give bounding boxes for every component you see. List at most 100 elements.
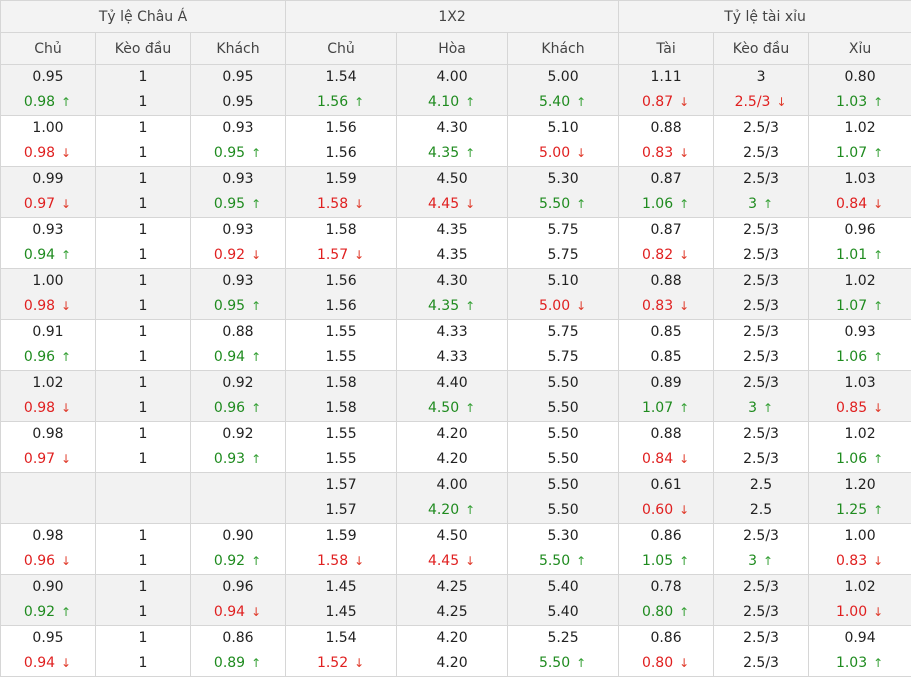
current-odds: 1.55 <box>286 447 396 472</box>
current-odds-value: 0.80 <box>641 655 674 671</box>
odds-cell-1x2-home: 1.58 1.57 ↓ <box>285 217 398 269</box>
opening-odds: 5.10 <box>547 120 579 136</box>
opening-odds: 5.50 <box>547 375 579 391</box>
table-row: 0.98 0.96 ↓ 1 1 0.90 0.92 ↑ 1.59 1.58 ↓ 4.50 4.45 ↓ 5.… <box>0 523 911 575</box>
odds-cell-draw: 4.00 4.20 ↑ <box>396 472 509 524</box>
current-odds: 5.75 <box>508 243 618 268</box>
opening-odds: 4.50 <box>436 528 468 544</box>
opening-odds: 1.54 <box>325 69 357 85</box>
arrow-up-icon: ↑ <box>679 401 690 415</box>
current-odds-value: 0.87 <box>641 94 674 110</box>
opening-odds: 1.00 <box>32 120 64 136</box>
odds-cell-1x2-away: 5.25 5.50 ↑ <box>507 625 620 677</box>
current-odds: 1 <box>96 294 190 319</box>
arrow-down-icon: ↓ <box>576 146 587 160</box>
table-row: 0.90 0.92 ↑ 1 1 0.96 0.94 ↓ 1.45 1.45 4.25 4.25 5.40… <box>0 574 911 626</box>
opening-odds <box>191 473 285 498</box>
opening-odds: 0.86 <box>222 630 254 646</box>
current-odds-value: 1 <box>138 553 148 569</box>
current-odds: 3 ↑ <box>714 192 808 217</box>
opening-odds: 1.58 <box>325 222 357 238</box>
arrow-up-icon: ↑ <box>576 95 587 109</box>
opening-odds: 1 <box>138 528 148 544</box>
arrow-up-icon: ↑ <box>873 146 884 160</box>
current-odds-value: 0.60 <box>641 502 674 518</box>
odds-cell-ou-line: 2.5/3 2.5/3 <box>713 574 810 626</box>
current-odds-value: 1.58 <box>316 553 349 569</box>
odds-cell-1x2-home: 1.45 1.45 <box>285 574 398 626</box>
table-row: 0.95 0.94 ↓ 1 1 0.86 0.89 ↑ 1.54 1.52 ↓ 4.20 4.20 5.2… <box>0 625 911 677</box>
opening-odds: 4.25 <box>436 579 468 595</box>
odds-cell-1x2-away: 5.50 5.50 <box>507 472 620 524</box>
opening-odds: 0.96 <box>844 222 876 238</box>
arrow-up-icon: ↑ <box>873 350 884 364</box>
odds-cell-ou-line: 3 2.5/3 ↓ <box>713 64 810 116</box>
opening-odds: 0.91 <box>32 324 64 340</box>
opening-odds: 1 <box>138 222 148 238</box>
opening-odds: 0.88 <box>650 120 682 136</box>
current-odds-value: 0.98 <box>23 400 56 416</box>
arrow-down-icon: ↓ <box>61 452 72 466</box>
opening-odds: 0.88 <box>650 273 682 289</box>
opening-odds: 2.5/3 <box>743 375 779 391</box>
odds-cell-draw: 4.40 4.50 ↑ <box>396 370 509 422</box>
current-odds-value: 4.35 <box>436 247 468 263</box>
arrow-up-icon: ↑ <box>873 299 884 313</box>
current-odds-value: 0.85 <box>650 349 682 365</box>
opening-odds: 2.5/3 <box>743 324 779 340</box>
col-header-1x2-home: Chủ <box>285 32 398 65</box>
odds-cell-ou-line: 2.5/3 2.5/3 <box>713 319 810 371</box>
odds-cell-home: 0.98 0.96 ↓ <box>0 523 96 575</box>
current-odds: 1 <box>96 90 190 115</box>
opening-odds: 0.78 <box>650 579 682 595</box>
current-odds-value: 4.25 <box>436 604 468 620</box>
opening-odds: 0.93 <box>222 171 254 187</box>
current-odds-value: 4.33 <box>436 349 468 365</box>
current-odds-value: 1 <box>138 400 148 416</box>
arrow-up-icon: ↑ <box>61 95 72 109</box>
arrow-up-icon: ↑ <box>61 248 72 262</box>
arrow-down-icon: ↓ <box>61 299 72 313</box>
opening-odds: 1.02 <box>844 579 876 595</box>
opening-odds: 2.5 <box>749 477 773 493</box>
current-odds: 0.85 <box>619 345 713 370</box>
current-odds: 4.10 ↑ <box>397 90 507 115</box>
table-row: 0.95 0.98 ↑ 1 1 0.95 0.95 1.54 1.56 ↑ 4.00 4.10 ↑ 5.0… <box>0 64 911 116</box>
current-odds-value: 5.50 <box>538 553 571 569</box>
current-odds-value: 1 <box>138 655 148 671</box>
col-header-home: Chủ <box>0 32 96 65</box>
odds-cell-away: 0.93 0.95 ↑ <box>189 268 287 320</box>
odds-cell-under: 0.80 1.03 ↑ <box>808 64 911 116</box>
current-odds-value: 1.57 <box>316 247 349 263</box>
current-odds: 2.5/3 <box>714 243 808 268</box>
current-odds-value: 1 <box>138 349 148 365</box>
opening-odds: 5.25 <box>547 630 579 646</box>
col-header-over: Tài <box>618 32 715 65</box>
opening-odds: 1 <box>138 120 148 136</box>
opening-odds: 4.30 <box>436 120 468 136</box>
opening-odds: 4.50 <box>436 171 468 187</box>
current-odds-value: 0.83 <box>835 553 868 569</box>
arrow-up-icon: ↑ <box>873 656 884 670</box>
arrow-up-icon: ↑ <box>251 197 262 211</box>
current-odds-value: 1.07 <box>641 400 674 416</box>
current-odds-value: 5.50 <box>538 655 571 671</box>
current-odds: 0.80 ↑ <box>619 600 713 625</box>
arrow-down-icon: ↓ <box>465 554 476 568</box>
current-odds: 0.89 ↑ <box>191 651 285 676</box>
odds-cell-ou-line: 2.5 2.5 <box>713 472 810 524</box>
current-odds-value: 0.85 <box>835 400 868 416</box>
table-row: 1.00 0.98 ↓ 1 1 0.93 0.95 ↑ 1.56 1.56 4.30 4.35 ↑ 5.1… <box>0 115 911 167</box>
opening-odds: 1.03 <box>844 171 876 187</box>
table-row: 0.93 0.94 ↑ 1 1 0.93 0.92 ↓ 1.58 1.57 ↓ 4.35 4.35 5.7… <box>0 217 911 269</box>
opening-odds: 5.10 <box>547 273 579 289</box>
current-odds: 1.03 ↑ <box>809 651 911 676</box>
opening-odds: 1 <box>138 426 148 442</box>
col-header-handicap: Kèo đầu <box>95 32 191 65</box>
current-odds-value: 1 <box>138 145 148 161</box>
current-odds: 1 <box>96 345 190 370</box>
odds-cell-draw: 4.33 4.33 <box>396 319 509 371</box>
current-odds: 1 <box>96 243 190 268</box>
current-odds: 4.35 ↑ <box>397 141 507 166</box>
